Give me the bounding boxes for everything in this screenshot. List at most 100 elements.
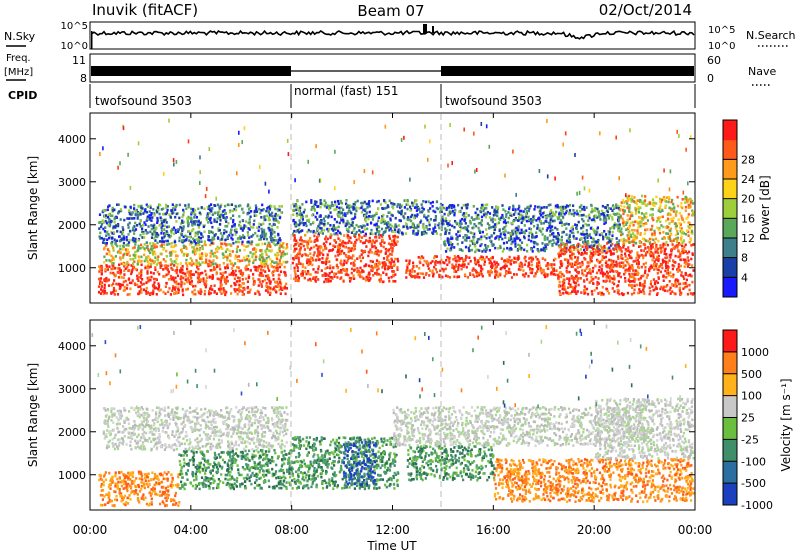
echo-cell: [359, 259, 363, 263]
echo-cell: [180, 276, 183, 280]
echo-cell: [254, 292, 257, 295]
echo-cell: [257, 243, 260, 247]
echo-cell: [356, 199, 359, 203]
echo-cell: [397, 259, 400, 263]
echo-cell: [346, 227, 349, 231]
echo-cell: [189, 257, 192, 260]
echo-cell: [134, 243, 137, 246]
echo-cell: [332, 266, 335, 269]
echo-cell: [316, 218, 319, 221]
echo-cell: [314, 215, 317, 219]
echo-cell: [155, 245, 158, 249]
echo-cell: [233, 281, 236, 285]
echo-cell: [655, 262, 658, 266]
echo-cell: [455, 233, 458, 236]
echo-cell: [103, 278, 106, 282]
echo-cell: [316, 254, 319, 257]
echo-cell: [231, 270, 235, 273]
echo-cell: [353, 247, 356, 251]
freq-unit: [MHz]: [4, 67, 33, 78]
echo-cell: [448, 205, 451, 208]
echo-cell: [240, 285, 243, 288]
echo-cell: [113, 273, 116, 276]
echo-cell: [480, 255, 483, 258]
echo-cell: [243, 224, 246, 227]
echo-cell: [461, 241, 464, 244]
echo-cell: [167, 290, 170, 294]
echo-cell: [247, 254, 250, 258]
echo-cell: [292, 213, 295, 217]
echo-cell: [168, 242, 171, 246]
echo-cell: [171, 250, 175, 253]
echo-cell: [372, 215, 375, 218]
echo-cell: [670, 248, 673, 251]
echo-cell: [201, 252, 204, 255]
echo-cell: [132, 228, 135, 231]
echo-cell: [142, 212, 145, 215]
echo-cell: [108, 235, 112, 238]
echo-cell: [131, 246, 134, 250]
echo-cell: [242, 256, 246, 260]
echo-cell: [321, 257, 324, 260]
echo-cell: [165, 264, 168, 268]
echo-cell: [103, 289, 107, 293]
echo-cell: [197, 274, 201, 278]
echo-cell: [345, 199, 348, 202]
echo-cell: [600, 232, 603, 235]
echo-cell: [343, 241, 346, 245]
echo-cell: [200, 257, 203, 261]
echo-cell: [433, 265, 436, 269]
echo-cell: [619, 265, 622, 268]
echo-cell: [370, 264, 373, 268]
echo-cell: [425, 226, 428, 229]
echo-cell: [182, 210, 185, 214]
echo-cell: [145, 203, 148, 207]
echo-cell: [241, 259, 244, 262]
echo-cell: [451, 263, 454, 267]
echo-cell: [245, 225, 248, 228]
echo-cell: [411, 268, 414, 271]
echo-cell: [116, 267, 120, 270]
echo-cell: [527, 209, 530, 213]
echo-cell: [205, 218, 208, 221]
echo-cell: [514, 218, 518, 222]
echo-cell: [175, 291, 178, 295]
echo-cell: [234, 254, 237, 258]
echo-cell: [191, 208, 194, 211]
echo-cell: [575, 237, 578, 240]
echo-cell: [637, 262, 640, 266]
echo-cell: [322, 217, 325, 220]
echo-cell: [419, 210, 422, 214]
echo-cell: [662, 287, 665, 290]
echo-cell: [174, 231, 177, 234]
echo-cell: [216, 211, 219, 215]
echo-cell: [153, 246, 156, 249]
echo-cell: [181, 239, 184, 242]
echo-cell: [187, 274, 190, 277]
echo-cell: [501, 204, 504, 207]
echo-cell: [257, 278, 260, 281]
echo-cell: [293, 266, 296, 270]
echo-cell: [137, 238, 140, 242]
echo-cell: [596, 245, 599, 248]
echo-cell: [158, 284, 161, 287]
echo-cell: [412, 229, 415, 233]
echo-cell: [684, 243, 687, 247]
echo-cell: [102, 221, 105, 224]
echo-cell: [109, 223, 112, 227]
echo-cell: [682, 287, 685, 290]
echo-cell: [246, 212, 249, 216]
echo-cell: [251, 255, 254, 259]
echo-cell: [550, 209, 553, 212]
echo-cell: [267, 241, 270, 245]
echo-cell: [226, 256, 229, 260]
echo-cell: [256, 226, 259, 229]
echo-cell: [590, 275, 593, 279]
echo-cell: [363, 264, 366, 268]
echo-cell: [190, 240, 193, 244]
echo-cell: [279, 278, 282, 282]
echo-cell: [218, 228, 221, 232]
echo-cell: [358, 233, 361, 237]
echo-cell: [116, 230, 119, 233]
echo-cell: [246, 241, 249, 244]
